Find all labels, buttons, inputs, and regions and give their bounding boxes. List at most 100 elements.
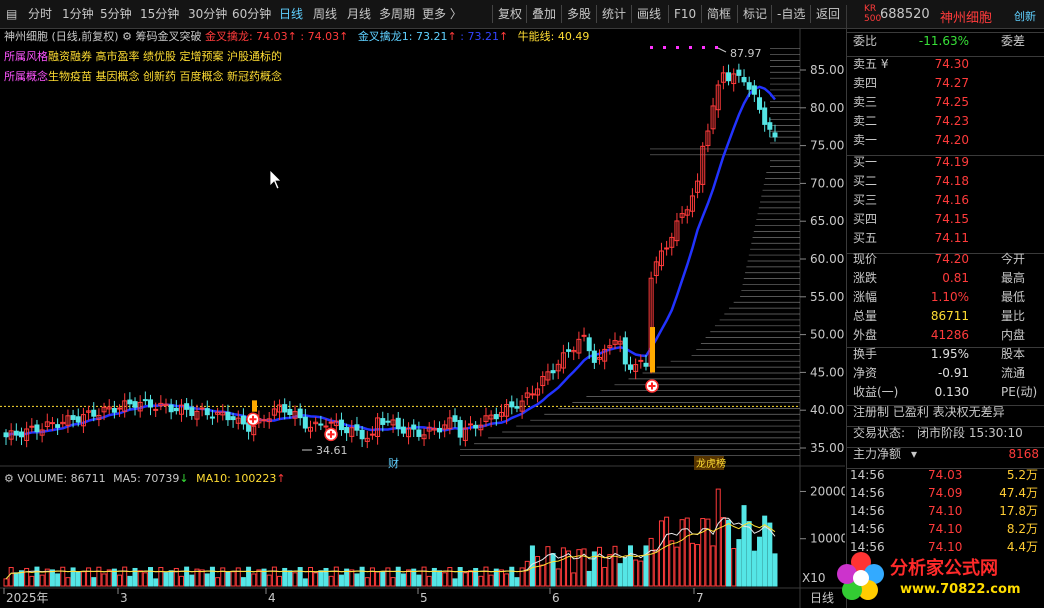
- volume-bar: [726, 519, 732, 587]
- chart-area[interactable]: 85.00 80.00 75.00 70.00 65.00 60.00 55.00 50.00…: [0, 28, 845, 608]
- volume-settings-icon[interactable]: ⚙: [4, 472, 14, 485]
- volume-bar: [689, 542, 695, 587]
- ask-price: 74.30: [934, 57, 969, 71]
- toolbar-separator: [526, 5, 527, 23]
- bid-label: 买五: [853, 231, 878, 245]
- period-tab[interactable]: 多周期: [379, 7, 416, 21]
- tick-time: 14:56: [850, 540, 885, 554]
- volume-bar: [328, 575, 334, 587]
- toolbar-button[interactable]: 返回: [816, 7, 841, 21]
- toolbar-separator: [810, 5, 811, 23]
- candle-body: [127, 399, 133, 405]
- toolbar-button[interactable]: 复权: [498, 7, 523, 21]
- bid-price: 74.11: [934, 231, 969, 245]
- toolbar-button[interactable]: -自选: [777, 7, 806, 21]
- candle-body: [612, 340, 618, 345]
- candle-body: [91, 409, 97, 417]
- period-tab[interactable]: 1分钟: [62, 7, 94, 21]
- candle-body: [627, 364, 633, 370]
- divider: [847, 447, 1044, 448]
- bid-row: 买四 74.15: [851, 210, 1044, 229]
- toolbar-button[interactable]: 画线: [637, 7, 662, 21]
- l3-value: 40.49: [557, 30, 590, 43]
- tick-row: 14:56 74.10 17.8万: [850, 502, 1042, 520]
- candle-body: [658, 250, 664, 267]
- candle-body: [767, 122, 773, 130]
- toolbar-separator: [701, 5, 702, 23]
- candle-body: [225, 411, 231, 421]
- volume-bar: [571, 572, 577, 587]
- volume-bar: [359, 566, 365, 587]
- volume-bar: [354, 573, 360, 587]
- candle-body: [483, 415, 489, 423]
- divider: [847, 32, 1044, 33]
- ask-price: 74.20: [934, 133, 969, 147]
- toolbar-button[interactable]: 统计: [602, 7, 627, 21]
- toolbar-button[interactable]: F10: [674, 7, 697, 21]
- volume-bar: [380, 571, 386, 587]
- candle-body: [591, 350, 597, 363]
- kr-badge: KR 500: [864, 4, 881, 24]
- up-arrow-icon: ↑: [498, 30, 509, 43]
- volume-bar: [204, 573, 210, 587]
- tick-time: 14:56: [850, 504, 885, 518]
- volume-bar: [741, 505, 747, 587]
- period-tab[interactable]: 5分钟: [100, 7, 132, 21]
- dropdown-icon[interactable]: ▾: [911, 447, 918, 461]
- tick-price: 74.09: [928, 486, 963, 500]
- toolbar-button[interactable]: 标记: [743, 7, 768, 21]
- period-tab[interactable]: 日线: [279, 7, 304, 21]
- volume-bar: [586, 570, 592, 587]
- tick-row: 14:56 74.03 5.2万: [850, 466, 1042, 484]
- candle-body: [467, 423, 473, 426]
- volume-bar: [457, 567, 463, 587]
- volume-bar: [535, 556, 541, 587]
- candle-body: [369, 433, 375, 436]
- candle-body: [204, 408, 210, 416]
- candle-body: [566, 349, 572, 352]
- period-tab[interactable]: 分时: [28, 7, 53, 21]
- volume-bar: [524, 560, 530, 587]
- layout-icon[interactable]: ▤: [6, 7, 18, 21]
- bid-price: 74.19: [934, 155, 969, 169]
- period-tab[interactable]: 15分钟: [140, 7, 180, 21]
- divider: [847, 253, 1044, 254]
- candle-body: [8, 430, 14, 440]
- volume-bar: [96, 566, 102, 587]
- volume-bar: [488, 574, 494, 587]
- stat2-label: 换手: [853, 347, 878, 361]
- ma5-value: 70739: [144, 472, 180, 485]
- candle-body: [375, 417, 381, 437]
- volume-bar: [349, 569, 355, 587]
- candle-body: [540, 375, 546, 387]
- period-tab[interactable]: 周线: [313, 7, 338, 21]
- settings-icon[interactable]: ⚙: [122, 30, 132, 43]
- status-row: 交易状态: 闭市阶段 15:30:10: [851, 424, 1044, 443]
- candle-body: [715, 84, 721, 111]
- toolbar-button[interactable]: 多股: [567, 7, 592, 21]
- candle-body: [746, 82, 752, 90]
- stat-label: 涨跌: [853, 271, 878, 285]
- stock-header: KR 500 688520 神州细胞 创新: [864, 4, 1042, 26]
- period-tab[interactable]: 月线: [347, 7, 372, 21]
- volume-bar: [292, 572, 298, 587]
- reg-line: 注册制 已盈利 表决权无差异: [853, 405, 1005, 419]
- period-tab[interactable]: 60分钟: [232, 7, 272, 21]
- toolbar-button[interactable]: 简框: [707, 7, 732, 21]
- volume-bar: [617, 563, 623, 587]
- period-tab[interactable]: 30分钟: [188, 7, 228, 21]
- kline-chart[interactable]: 85.00 80.00 75.00 70.00 65.00 60.00 55.00 50.00…: [0, 28, 845, 608]
- volume-bar: [731, 548, 737, 587]
- l1-label: 金叉擒龙:: [204, 30, 253, 43]
- ma10-label: MA10:: [196, 472, 231, 485]
- candle-body: [726, 72, 732, 82]
- period-tab[interactable]: 更多 〉: [422, 7, 462, 21]
- indicator-name[interactable]: 筹码金叉突破: [135, 30, 202, 43]
- volume-bar: [297, 567, 303, 587]
- toolbar-button[interactable]: 叠加: [532, 7, 557, 21]
- stat-right-label: 最低: [1001, 290, 1026, 304]
- candle-body: [457, 420, 463, 438]
- volume-bar: [184, 566, 190, 587]
- candle-body: [277, 404, 283, 413]
- volume-bar: [266, 574, 272, 587]
